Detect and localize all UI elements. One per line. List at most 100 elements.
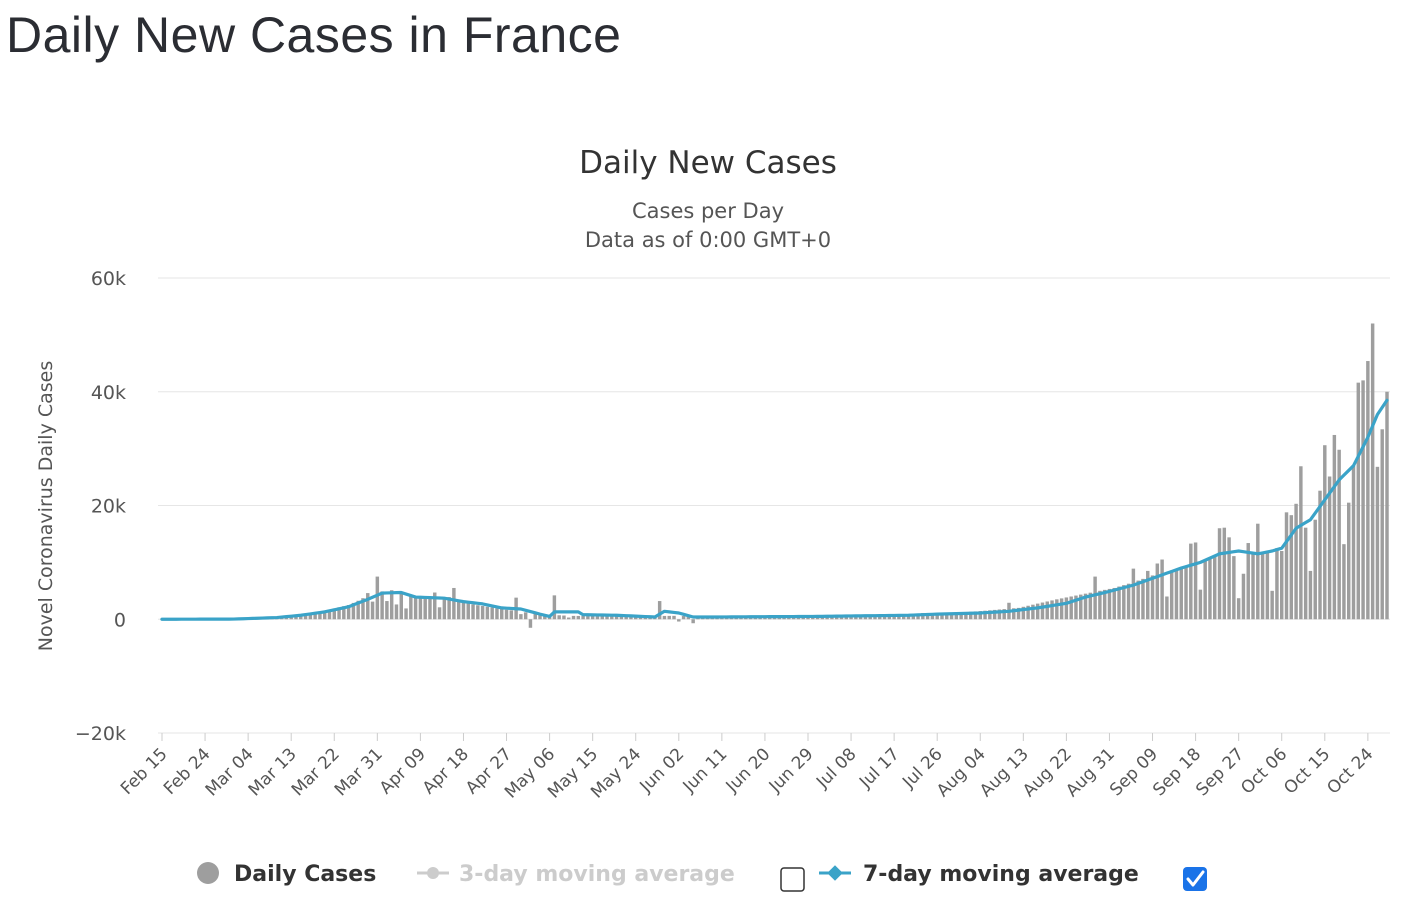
daily-cases-bar	[586, 616, 590, 620]
daily-cases-bar	[552, 595, 557, 620]
daily-cases-bar	[562, 615, 566, 620]
seven-day-average-line	[160, 398, 1389, 621]
daily-cases-bar	[1203, 559, 1207, 620]
daily-cases-bar	[1107, 588, 1112, 620]
daily-cases-bar	[346, 605, 351, 620]
daily-cases-bar	[1021, 606, 1026, 620]
daily-cases-bar	[500, 609, 504, 620]
legend-item-daily-cases[interactable]: Daily Cases	[197, 862, 376, 887]
daily-cases-bar	[1260, 551, 1265, 620]
daily-cases-bar	[447, 597, 451, 620]
daily-cases-bar	[997, 609, 1002, 620]
daily-cases-bar	[863, 616, 868, 620]
daily-cases-bar	[1246, 543, 1250, 620]
daily-cases-bar	[1380, 429, 1384, 620]
y-tick-label: 0	[114, 609, 126, 631]
daily-cases-bar	[404, 608, 408, 620]
daily-cases-bar	[605, 616, 609, 620]
legend-marker-daily-cases	[197, 862, 219, 884]
daily-cases-bar	[1356, 382, 1361, 620]
x-tick-label: Apr 09	[376, 744, 430, 798]
daily-cases-bar	[1040, 602, 1045, 620]
daily-cases-bar	[1313, 519, 1317, 620]
x-tick-label: Jul 08	[812, 744, 860, 792]
daily-cases-bar	[1236, 598, 1241, 620]
daily-cases-bar	[1241, 573, 1246, 620]
daily-cases-bar	[1102, 589, 1107, 620]
daily-cases-bar	[844, 616, 848, 620]
legend-label-daily-cases: Daily Cases	[234, 862, 376, 887]
daily-cases-bar	[528, 619, 533, 628]
daily-cases-bar	[1122, 585, 1126, 620]
x-tick-label: Jun 11	[679, 744, 732, 797]
daily-cases-bar	[1012, 608, 1016, 620]
daily-cases-bar	[476, 605, 480, 620]
x-tick-label: Feb 15	[117, 744, 172, 799]
daily-cases-bar	[1189, 543, 1193, 620]
daily-cases-bar	[1198, 589, 1203, 620]
daily-cases-bar	[361, 598, 365, 620]
daily-cases-bar	[389, 590, 394, 620]
daily-cases-bar	[1117, 586, 1121, 620]
daily-cases-bar	[576, 615, 581, 620]
daily-cases-bar	[624, 616, 628, 620]
daily-cases-bar	[973, 611, 978, 620]
daily-cases-bar	[327, 609, 332, 620]
daily-cases-bar	[1280, 551, 1284, 620]
x-tick-label: Jul 17	[855, 744, 903, 792]
daily-cases-bar	[533, 613, 537, 620]
daily-cases-bar	[988, 610, 992, 620]
daily-cases-bar	[1126, 583, 1131, 620]
daily-cases-bar	[495, 608, 499, 620]
daily-cases-bar	[1222, 527, 1227, 620]
daily-cases-bar	[1016, 607, 1021, 620]
x-tick-label: Oct 06	[1237, 744, 1291, 798]
x-tick-label: Jun 20	[722, 744, 775, 797]
legend-item-7-day-average[interactable]: 7-day moving average	[819, 862, 1139, 887]
y-tick-label: 40k	[91, 382, 126, 404]
daily-cases-bar	[490, 607, 494, 620]
page-title: Daily New Cases in France	[6, 7, 622, 63]
daily-cases-bar	[978, 611, 982, 620]
daily-cases-bar	[1332, 434, 1337, 620]
daily-cases-bar	[1303, 527, 1308, 620]
checkbox-7-day-average[interactable]	[1183, 867, 1207, 891]
checkbox-3-day-average[interactable]	[780, 867, 805, 892]
daily-cases-bar	[1079, 594, 1083, 620]
daily-cases-bar	[1347, 502, 1351, 620]
x-tick-label: Oct 15	[1280, 744, 1334, 798]
daily-cases-bar	[1294, 503, 1298, 620]
daily-cases-bar	[959, 612, 963, 620]
daily-cases-bar	[385, 601, 389, 620]
daily-cases-bar	[1193, 542, 1198, 620]
daily-cases-bar	[523, 612, 528, 620]
daily-cases-bar	[1232, 556, 1236, 620]
daily-cases-bar	[954, 612, 959, 620]
daily-cases-bar	[332, 608, 336, 620]
daily-cases-bar	[1150, 575, 1155, 620]
daily-cases-bar	[471, 604, 475, 620]
x-tick-label: Jun 02	[636, 744, 689, 797]
daily-cases-bar	[901, 615, 906, 620]
daily-cases-bar	[1284, 512, 1289, 620]
daily-cases-bar	[677, 619, 681, 622]
daily-cases-bar	[968, 611, 973, 620]
daily-cases-bar	[1083, 593, 1088, 620]
legend-label-7-day-average: 7-day moving average	[863, 862, 1139, 887]
daily-cases-bar	[1136, 580, 1140, 620]
daily-cases-bar	[394, 604, 399, 620]
daily-cases-bar	[356, 600, 360, 620]
daily-cases-bar	[662, 615, 667, 620]
daily-cases-bar	[1217, 528, 1222, 620]
legend-item-3-day-average[interactable]: 3-day moving average	[417, 862, 735, 887]
daily-cases-bar	[858, 616, 863, 620]
legend-marker-7-day-average	[827, 865, 843, 881]
y-tick-label: 20k	[91, 496, 126, 518]
x-tick-label: Sep 27	[1192, 744, 1248, 800]
daily-cases-bar	[519, 614, 523, 620]
daily-cases-bar	[380, 591, 384, 620]
daily-cases-bar	[925, 614, 930, 620]
daily-cases-bar	[1184, 566, 1188, 620]
